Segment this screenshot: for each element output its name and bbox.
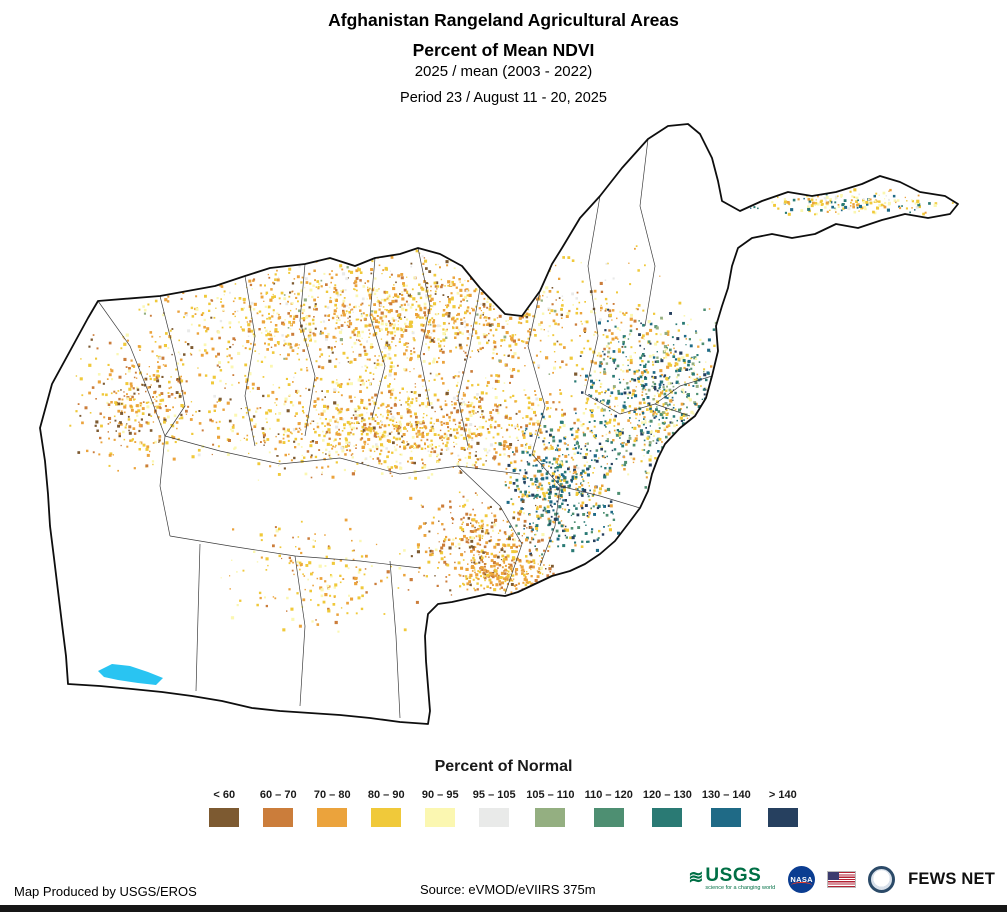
legend-class: 70 – 80	[310, 789, 354, 827]
usgs-tagline: science for a changing world	[705, 885, 776, 891]
usgs-logo-textblock: USGS science for a changing world	[705, 865, 776, 892]
legend-class: > 140	[761, 789, 805, 827]
legend-class-label: 90 – 95	[421, 789, 459, 801]
afghanistan-map-svg	[39, 123, 959, 725]
ratio-line: 2025 / mean (2003 - 2022)	[414, 63, 593, 80]
legend-row: < 60 60 – 70 70 – 80 80 – 90 90 – 95 95 – 105…	[0, 789, 1007, 827]
legend-class: 120 – 130	[643, 789, 692, 827]
legend: Percent of Normal < 60 60 – 70 70 – 80 80 –…	[0, 758, 1007, 827]
legend-title: Percent of Normal	[434, 758, 573, 775]
footer-logos: ≋ USGS science for a changing world NASA…	[688, 866, 995, 893]
legend-class: 95 – 105	[472, 789, 516, 827]
legend-class: 80 – 90	[364, 789, 408, 827]
usgs-logo: ≋ USGS science for a changing world	[688, 865, 776, 892]
legend-swatch	[209, 808, 240, 827]
map-header: Afghanistan Rangeland Agricultural Areas…	[0, 8, 1007, 106]
legend-swatch	[371, 808, 402, 827]
legend-class-label: 95 – 105	[472, 789, 516, 801]
data-source: Source: eVMOD/eVIIRS 375m	[420, 882, 596, 897]
legend-swatch	[652, 808, 683, 827]
afghanistan-ndvi-map	[0, 106, 1007, 756]
legend-class-label: 70 – 80	[313, 789, 351, 801]
legend-swatch	[535, 808, 566, 827]
legend-class-label: < 60	[213, 789, 236, 801]
legend-class-label: 80 – 90	[367, 789, 405, 801]
map-credit: Map Produced by USGS/EROS	[14, 884, 197, 899]
legend-class: 110 – 120	[585, 789, 633, 827]
legend-swatch	[263, 808, 294, 827]
fews-net-logo: FEWS NET	[908, 870, 995, 888]
map-subtitle: Percent of Mean NDVI	[412, 40, 595, 60]
legend-class-label: 120 – 130	[642, 789, 692, 801]
legend-class: 105 – 110	[526, 789, 575, 827]
state-department-seal-icon	[868, 866, 896, 893]
nasa-logo-icon: NASA	[788, 866, 816, 893]
legend-class-label: 130 – 140	[701, 789, 751, 801]
map-title: Afghanistan Rangeland Agricultural Areas	[328, 10, 679, 30]
bottom-window-edge	[0, 905, 1007, 912]
legend-swatch	[593, 808, 624, 827]
legend-class: 60 – 70	[256, 789, 300, 827]
legend-class-label: 110 – 120	[584, 789, 633, 801]
legend-class: < 60	[202, 789, 246, 827]
legend-swatch	[767, 808, 798, 827]
legend-swatch	[317, 808, 348, 827]
legend-class: 130 – 140	[702, 789, 751, 827]
legend-class-label: 60 – 70	[259, 789, 297, 801]
us-flag-icon	[827, 871, 857, 888]
nasa-logo-text: NASA	[790, 875, 813, 884]
legend-swatch	[479, 808, 510, 827]
usgs-wave-icon: ≋	[688, 867, 704, 887]
flag-canton	[828, 872, 840, 880]
period-line: Period 23 / August 11 - 20, 2025	[400, 90, 607, 106]
usgs-logo-text: USGS	[705, 865, 762, 886]
legend-swatch	[711, 808, 742, 827]
legend-class-label: > 140	[768, 789, 797, 801]
legend-class: 90 – 95	[418, 789, 462, 827]
legend-swatch	[425, 808, 456, 827]
legend-class-label: 105 – 110	[526, 789, 575, 801]
